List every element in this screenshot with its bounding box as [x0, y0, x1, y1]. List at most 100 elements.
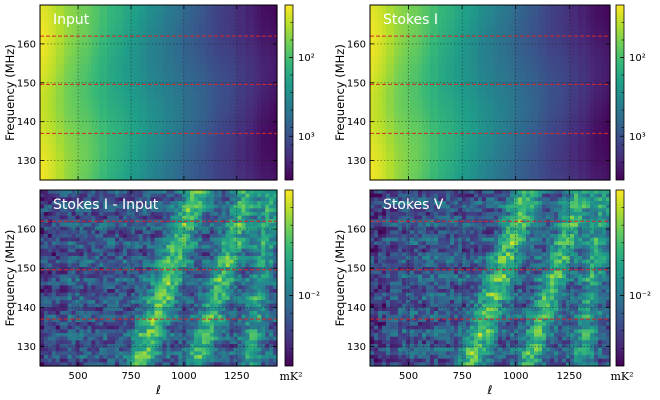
heatmap-cell	[174, 26, 179, 35]
heatmap-cell	[241, 19, 246, 28]
heatmap-cell	[253, 26, 258, 35]
heatmap-cell	[442, 150, 447, 159]
heatmap-cell	[158, 158, 164, 167]
heatmap-cell	[47, 296, 53, 301]
heatmap-cell	[522, 172, 527, 181]
heatmap-cell	[134, 351, 140, 356]
heatmap-cell	[119, 204, 124, 209]
heatmap-cell	[83, 256, 88, 261]
heatmap-cell	[51, 223, 57, 228]
heatmap-cell	[201, 347, 207, 352]
heatmap-cell	[83, 150, 88, 159]
heatmap-cell	[126, 358, 132, 363]
heatmap-cell	[245, 19, 250, 28]
heatmap-cell	[174, 158, 179, 167]
heatmap-cell	[71, 107, 77, 115]
heatmap-cell	[134, 241, 140, 246]
heatmap-cell	[103, 355, 108, 360]
heatmap-cell	[438, 19, 443, 28]
heatmap-cell	[514, 114, 519, 123]
heatmap-cell	[390, 165, 395, 174]
heatmap-cell	[174, 263, 179, 268]
heatmap-cell	[170, 355, 175, 360]
heatmap-cell	[394, 114, 399, 123]
heatmap-cell	[134, 274, 140, 279]
heatmap-cell	[390, 114, 395, 123]
heatmap-cell	[47, 99, 53, 108]
heatmap-cell	[67, 19, 73, 28]
heatmap-cell	[374, 165, 379, 174]
heatmap-cell	[119, 5, 124, 13]
heatmap-cell	[67, 237, 73, 242]
heatmap-cell	[269, 26, 274, 35]
heatmap-cell	[79, 121, 85, 130]
heatmap-cell	[446, 41, 451, 50]
heatmap-cell	[241, 92, 246, 101]
heatmap-cell	[229, 136, 235, 145]
heatmap-cell	[40, 208, 45, 213]
heatmap-cell	[150, 48, 156, 57]
heatmap-cell	[138, 278, 144, 283]
heatmap-cell	[430, 92, 435, 101]
heatmap-cell	[502, 48, 507, 57]
heatmap-cell	[43, 56, 49, 64]
heatmap-cell	[40, 212, 45, 217]
heatmap-cell	[394, 34, 399, 43]
heatmap-cell	[538, 92, 543, 101]
heatmap-cell	[67, 165, 73, 174]
heatmap-cell	[138, 128, 144, 137]
heatmap-cell	[190, 300, 195, 305]
heatmap-cell	[198, 241, 203, 246]
heatmap-cell	[546, 150, 551, 159]
heatmap-cell	[150, 270, 156, 275]
heatmap-cell	[406, 143, 411, 152]
heatmap-cell	[142, 241, 148, 246]
heatmap-cell	[99, 223, 104, 228]
heatmap-cell	[71, 226, 77, 231]
heatmap-cell	[126, 212, 132, 217]
heatmap-cell	[486, 121, 491, 130]
heatmap-cell	[470, 34, 475, 43]
heatmap-cell	[83, 26, 88, 35]
heatmap-cell	[126, 322, 132, 327]
heatmap-cell	[542, 158, 547, 167]
heatmap-cell	[166, 12, 171, 21]
heatmap-cell	[602, 92, 607, 101]
heatmap-cell	[478, 70, 483, 79]
heatmap-cell	[119, 322, 124, 327]
heatmap-cell	[590, 92, 595, 101]
heatmap-cell	[111, 158, 116, 167]
heatmap-cell	[103, 136, 108, 145]
heatmap-cell	[550, 150, 555, 159]
heatmap-cell	[47, 336, 53, 341]
heatmap-cell	[194, 358, 199, 363]
heatmap-cell	[237, 165, 243, 174]
heatmap-cell	[542, 41, 547, 50]
heatmap-cell	[546, 12, 551, 21]
heatmap-cell	[458, 12, 463, 21]
heatmap-cell	[154, 300, 160, 305]
heatmap-cell	[107, 259, 112, 264]
heatmap-cell	[198, 245, 203, 250]
heatmap-cell	[95, 226, 100, 231]
heatmap-cell	[154, 248, 160, 253]
heatmap-cell	[122, 114, 128, 123]
heatmap-cell	[87, 150, 92, 159]
heatmap-cell	[40, 12, 45, 21]
heatmap-cell	[190, 121, 195, 130]
heatmap-cell	[55, 34, 61, 43]
heatmap-cell	[462, 92, 467, 101]
heatmap-cell	[63, 237, 69, 242]
heatmap-cell	[490, 165, 495, 174]
heatmap-cell	[486, 107, 491, 115]
heatmap-cell	[119, 230, 124, 235]
heatmap-cell	[198, 70, 203, 79]
heatmap-cell	[47, 165, 53, 174]
heatmap-cell	[406, 48, 411, 57]
heatmap-cell	[225, 121, 231, 130]
heatmap-cell	[510, 143, 515, 152]
heatmap-cell	[154, 296, 160, 301]
heatmap-cell	[107, 193, 112, 198]
heatmap-cell	[174, 347, 179, 352]
heatmap-cell	[55, 114, 61, 123]
